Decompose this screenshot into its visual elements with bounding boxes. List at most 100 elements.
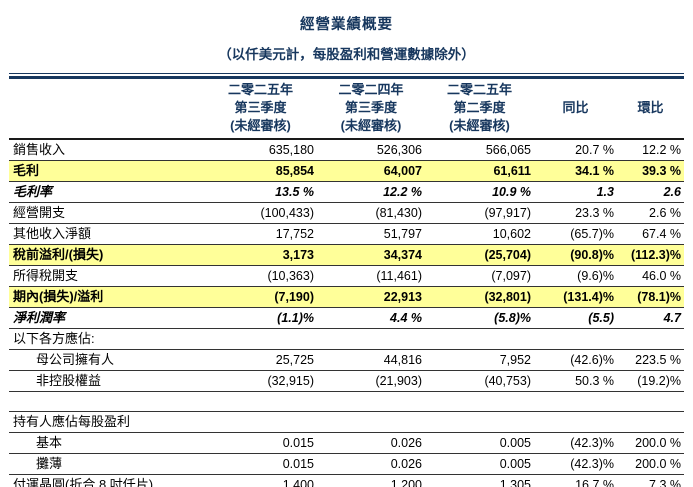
cell-value: (81,430) — [317, 202, 425, 224]
cell-value: 34,374 — [317, 244, 425, 266]
cell-value: 0.015 — [204, 432, 317, 454]
col-header-note: (未經審核) — [230, 118, 291, 133]
cell-value: 0.026 — [317, 432, 425, 454]
cell-value: (131.4)% — [534, 286, 617, 308]
cell-value: 25,725 — [204, 349, 317, 371]
cell-value: 12.2 % — [617, 139, 684, 161]
cell-value: 85,854 — [204, 160, 317, 182]
col-header-note: (未經審核) — [340, 118, 402, 133]
cell-value: 0.026 — [317, 453, 425, 475]
cell-value — [204, 411, 317, 433]
spacer-row — [9, 391, 684, 412]
col-header-quarter: 第三季度 — [234, 100, 287, 115]
cell-value — [204, 328, 317, 350]
col-header-yoy: 同比 — [534, 79, 617, 140]
col-header-quarter: 第三季度 — [344, 100, 397, 115]
row-label: 經營開支 — [9, 202, 204, 224]
cell-value: 46.0 % — [617, 265, 684, 287]
cell-value: 23.3 % — [534, 202, 617, 224]
cell-value: (5.8)% — [425, 307, 534, 329]
header-label-spacer — [9, 79, 204, 140]
table-row: 攤薄 0.015 0.026 0.005 (42.3)% 200.0 % — [9, 453, 684, 475]
cell-value: 3,173 — [204, 244, 317, 266]
cell-value — [534, 391, 617, 412]
cell-value: 7.3 % — [617, 474, 684, 487]
row-label: 以下各方應佔: — [9, 328, 204, 350]
operating-results-table: 二零二五年 第三季度 (未經審核) 二零二四年 第三季度 (未經審核) 二零二五… — [9, 79, 684, 487]
cell-value: 4.4 % — [317, 307, 425, 329]
cell-value: (19.2)% — [617, 370, 684, 392]
cell-value — [317, 411, 425, 433]
cell-value: 50.3 % — [534, 370, 617, 392]
cell-value: (32,915) — [204, 370, 317, 392]
cell-value: (42.3)% — [534, 432, 617, 454]
cell-value: 39.3 % — [617, 160, 684, 182]
cell-value: 67.4 % — [617, 223, 684, 245]
cell-value: 1.3 — [534, 181, 617, 203]
row-label: 所得稅開支 — [9, 265, 204, 287]
table-row: 淨利潤率 (1.1)% 4.4 % (5.8)% (5.5) 4.7 — [9, 307, 684, 329]
cell-value: 635,180 — [204, 139, 317, 161]
cell-value: 0.005 — [425, 453, 534, 475]
cell-value: (1.1)% — [204, 307, 317, 329]
cell-value: 17,752 — [204, 223, 317, 245]
cell-value: (21,903) — [317, 370, 425, 392]
cell-value: 10.9 % — [425, 181, 534, 203]
cell-value: 44,816 — [317, 349, 425, 371]
row-label: 攤薄 — [9, 453, 204, 475]
row-label: 淨利潤率 — [9, 307, 204, 329]
cell-value: 16.7 % — [534, 474, 617, 487]
table-body: 銷售收入 635,180 526,306 566,065 20.7 % 12.2 % 毛利 8… — [9, 139, 684, 487]
row-label: 基本 — [9, 432, 204, 454]
col-header-year: 二零二四年 — [338, 82, 404, 97]
table-row: 所得稅開支 (10,363) (11,461) (7,097) (9.6)% 46.0 % — [9, 265, 684, 287]
table-row: 以下各方應佔: — [9, 328, 684, 350]
cell-value — [425, 411, 534, 433]
col-header-year: 二零二五年 — [227, 82, 293, 97]
cell-value — [534, 328, 617, 350]
cell-value: (7,190) — [204, 286, 317, 308]
table-row: 毛利率 13.5 % 12.2 % 10.9 % 1.3 2.6 — [9, 181, 684, 203]
col-header-2024-q3: 二零二四年 第三季度 (未經審核) — [317, 79, 425, 140]
cell-value: 0.015 — [204, 453, 317, 475]
cell-value: 2.6 — [617, 181, 684, 203]
table-row: 母公司擁有人 25,725 44,816 7,952 (42.6)% 223.5 % — [9, 349, 684, 371]
cell-value: (40,753) — [425, 370, 534, 392]
table-header-row: 二零二五年 第三季度 (未經審核) 二零二四年 第三季度 (未經審核) 二零二五… — [9, 79, 684, 140]
col-header-2025-q3: 二零二五年 第三季度 (未經審核) — [204, 79, 317, 140]
table-top-double-rule — [9, 73, 684, 79]
table-row: 非控股權益 (32,915) (21,903) (40,753) 50.3 % (19.2… — [9, 370, 684, 392]
cell-value: (9.6)% — [534, 265, 617, 287]
cell-value: 61,611 — [425, 160, 534, 182]
cell-value: (65.7)% — [534, 223, 617, 245]
table-row: 付運晶圓(折合 8 吋仟片) 1,400 1,200 1,305 16.7 % 7.3 % — [9, 474, 684, 487]
cell-value: (78.1)% — [617, 286, 684, 308]
col-header-qoq: 環比 — [617, 79, 684, 140]
cell-value — [425, 328, 534, 350]
table-row: 期內(損失)/溢利 (7,190) 22,913 (32,801) (131.4)% (7… — [9, 286, 684, 308]
cell-value: (11,461) — [317, 265, 425, 287]
cell-value: 1,400 — [204, 474, 317, 487]
cell-value: 12.2 % — [317, 181, 425, 203]
cell-value: (90.8)% — [534, 244, 617, 266]
col-header-year: 二零二五年 — [446, 82, 512, 97]
row-label: 持有人應佔每股盈利 — [9, 411, 204, 433]
cell-value: (97,917) — [425, 202, 534, 224]
cell-value: 10,602 — [425, 223, 534, 245]
cell-value: 51,797 — [317, 223, 425, 245]
table-row: 毛利 85,854 64,007 61,611 34.1 % 39.3 % — [9, 160, 684, 182]
cell-value: (42.6)% — [534, 349, 617, 371]
row-label: 稅前溢利/(損失) — [9, 244, 204, 266]
row-label: 毛利率 — [9, 181, 204, 203]
cell-value: (42.3)% — [534, 453, 617, 475]
col-header-note: (未經審核) — [449, 118, 510, 133]
col-header-quarter: 第二季度 — [453, 100, 506, 115]
cell-value: 200.0 % — [617, 453, 684, 475]
page-title: 經營業績概要 — [300, 17, 393, 33]
row-label: 母公司擁有人 — [9, 349, 204, 371]
cell-value: (5.5) — [534, 307, 617, 329]
row-label: 期內(損失)/溢利 — [9, 286, 204, 308]
cell-value: 34.1 % — [534, 160, 617, 182]
cell-value: 526,306 — [317, 139, 425, 161]
cell-value — [617, 328, 684, 350]
